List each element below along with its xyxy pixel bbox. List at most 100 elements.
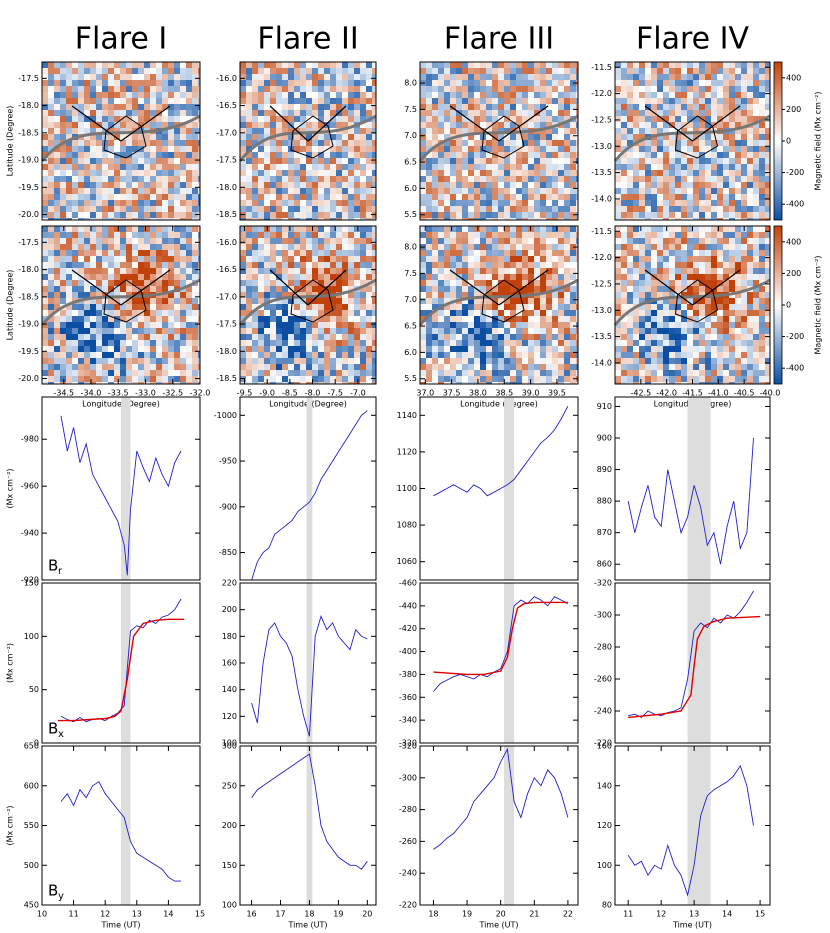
map-cell [90, 158, 96, 164]
map-cell [717, 164, 723, 170]
map-cell [486, 238, 492, 244]
map-cell [48, 244, 54, 250]
map-cell [78, 382, 84, 384]
map-cell [669, 116, 675, 122]
map-cell [144, 176, 150, 182]
map-cell [252, 328, 258, 334]
map-cell [180, 274, 186, 280]
map-cell [288, 182, 294, 188]
map-cell [54, 340, 60, 346]
map-cell [240, 176, 246, 182]
map-cell [456, 238, 462, 244]
map-cell [288, 292, 294, 298]
flare-ribbon [481, 115, 525, 159]
map-cell [192, 274, 198, 280]
map-cell [144, 92, 150, 98]
map-cell [456, 140, 462, 146]
map-cell [66, 86, 72, 92]
map-cell [138, 328, 144, 334]
map-cell [180, 98, 186, 104]
map-cell [246, 200, 252, 206]
map-cell [516, 86, 522, 92]
map-cell [54, 182, 60, 188]
map-cell [366, 218, 372, 220]
map-cell [126, 104, 132, 110]
map-cell [312, 226, 318, 232]
map-cell [168, 286, 174, 292]
map-cell [759, 212, 765, 218]
map-cell [480, 358, 486, 364]
map-cell [318, 92, 324, 98]
map-cell [564, 74, 570, 80]
map-cell [693, 92, 699, 98]
map-cell [240, 122, 246, 128]
map-cell [336, 80, 342, 86]
map-cell [438, 134, 444, 140]
map-cell [534, 256, 540, 262]
map-cell [699, 122, 705, 128]
map-cell [534, 98, 540, 104]
map-cell [306, 62, 312, 68]
map-cell [354, 62, 360, 68]
map-cell [540, 200, 546, 206]
map-cell [546, 250, 552, 256]
map-cell [180, 104, 186, 110]
map-cell [282, 140, 288, 146]
map-cell [759, 164, 765, 170]
map-cell [264, 334, 270, 340]
map-cell [192, 322, 198, 328]
map-cell [432, 322, 438, 328]
map-cell [522, 212, 528, 218]
map-cell [324, 68, 330, 74]
map-cell [288, 176, 294, 182]
map-cell [504, 164, 510, 170]
map-cell [300, 226, 306, 232]
map-cell [354, 182, 360, 188]
map-cell [300, 206, 306, 212]
map-cell [426, 358, 432, 364]
map-cell [675, 104, 681, 110]
map-cell [438, 364, 444, 370]
map-cell [663, 98, 669, 104]
map-cell [246, 346, 252, 352]
map-cell [360, 152, 366, 158]
map-cell [318, 80, 324, 86]
map-cell [156, 238, 162, 244]
map-cell [180, 322, 186, 328]
map-cell [150, 286, 156, 292]
map-cell [72, 382, 78, 384]
map-cell [645, 218, 651, 220]
map-cell [426, 80, 432, 86]
map-cell [162, 334, 168, 340]
map-cell [192, 358, 198, 364]
map-cell [621, 128, 627, 134]
map-cell [546, 256, 552, 262]
map-cell [102, 256, 108, 262]
map-cell [759, 140, 765, 146]
map-cell [765, 104, 770, 110]
map-cell [534, 170, 540, 176]
map-cell [144, 194, 150, 200]
map-cell [324, 304, 330, 310]
map-cell [486, 250, 492, 256]
map-cell [546, 68, 552, 74]
map-cell [360, 280, 366, 286]
map-cell [735, 206, 741, 212]
map-cell [534, 262, 540, 268]
map-cell [288, 328, 294, 334]
map-cell [336, 104, 342, 110]
map-cell [663, 212, 669, 218]
panel-frame [41, 225, 201, 385]
map-cell [156, 116, 162, 122]
map-cell [552, 170, 558, 176]
map-cell [114, 62, 120, 68]
map-cell [717, 212, 723, 218]
map-cell [132, 158, 138, 164]
map-cell [276, 92, 282, 98]
map-cell [258, 68, 264, 74]
map-cell [432, 206, 438, 212]
map-cell [372, 104, 376, 110]
map-cell [765, 176, 770, 182]
map-cell [270, 322, 276, 328]
map-cell [540, 364, 546, 370]
